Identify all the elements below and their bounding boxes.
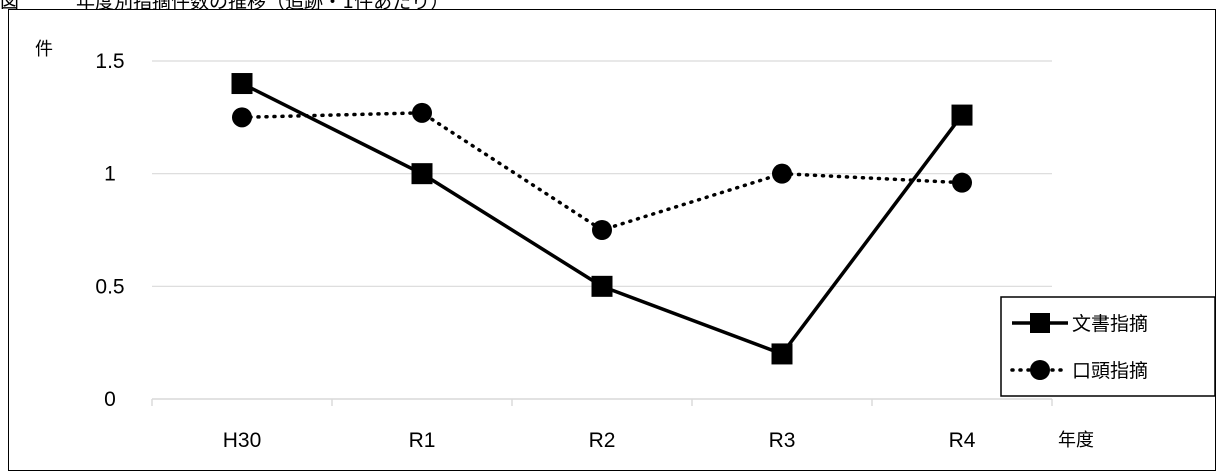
legend: 文書指摘 口頭指摘 [1000,296,1216,397]
legend-entry-document: 文書指摘 [1012,313,1148,335]
y-tick-label: 1 [104,163,116,186]
data-point-circle [772,163,792,184]
data-point-circle [952,172,972,193]
x-tick-label: R4 [949,429,976,452]
x-axis [151,398,1053,406]
data-point-square [411,163,433,185]
legend-label-oral: 口頭指摘 [1072,360,1148,382]
data-point-circle [232,107,252,128]
x-tick-label: R1 [409,429,436,452]
data-point-square [771,343,793,365]
legend-square-marker [1030,313,1050,333]
y-tick-label: 1.5 [95,50,124,73]
chart-caption: 図 年度別指摘件数の推移（追跡・1件あたり） [0,0,1219,9]
series-document [231,73,973,365]
data-point-square [231,73,253,95]
data-point-square [591,275,613,297]
data-point-square [951,104,973,126]
x-tick-label: H30 [223,429,262,452]
data-point-circle [412,102,432,123]
series-oral [232,102,972,240]
legend-entry-oral: 口頭指摘 [1010,360,1148,382]
x-tick-label: R2 [589,429,616,452]
x-tick-labels: H30 R1 R2 R3 R4 [223,429,976,452]
x-tick-label: R3 [769,429,796,452]
chart-frame [8,9,1216,471]
series-group [231,73,973,365]
data-point-circle [592,220,612,240]
series-line [240,111,964,232]
y-tick-label: 0.5 [95,275,124,298]
series-line [241,81,964,356]
y-tick-label: 0 [104,388,116,411]
y-axis: 0 0.5 1 1.5 [95,50,124,411]
x-axis-unit-label: 年度 [1058,430,1094,451]
legend-circle-marker [1030,360,1050,380]
y-axis-unit-label: 件 [35,39,53,60]
legend-label-document: 文書指摘 [1072,313,1148,335]
